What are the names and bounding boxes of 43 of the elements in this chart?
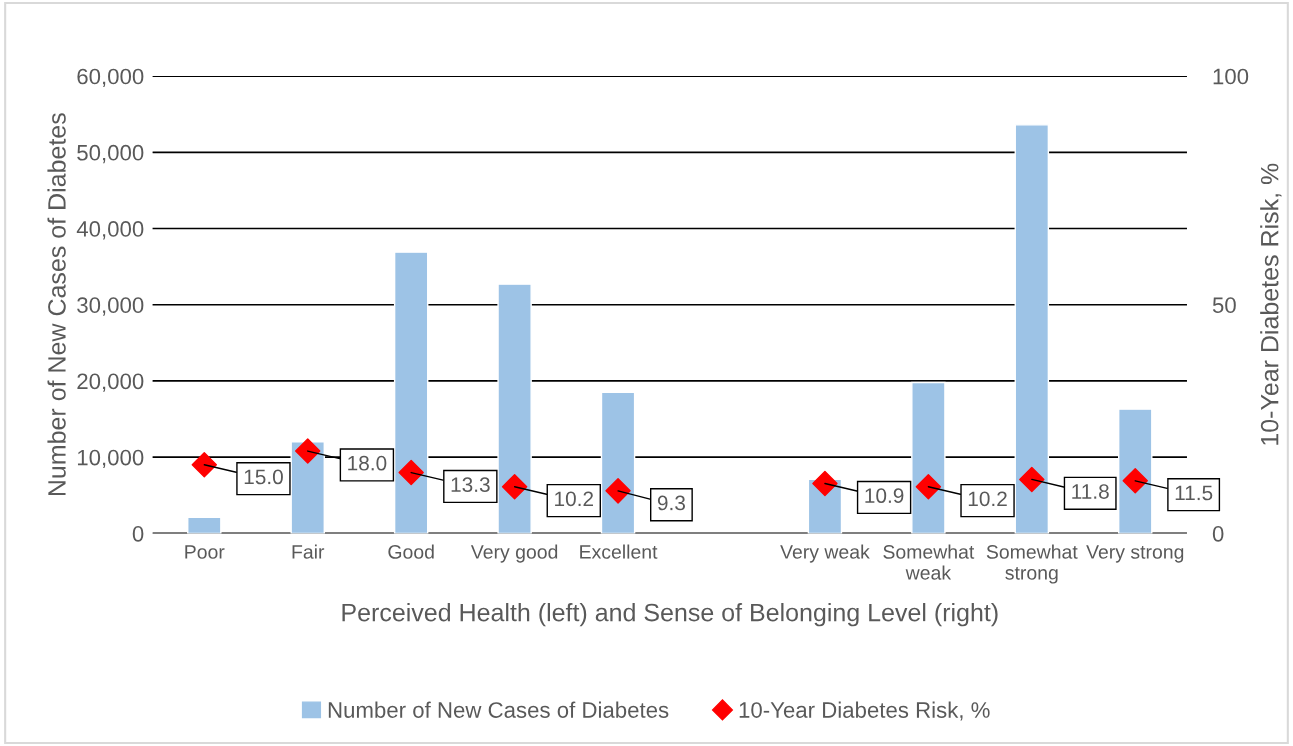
- y-tick-label: 50,000: [77, 144, 144, 164]
- x-tick-label: Very weak: [780, 544, 870, 563]
- y-tick-label: 10,000: [77, 449, 144, 469]
- x-tick-label: Somewhat strong: [986, 544, 1078, 584]
- y-tick-label: 30,000: [77, 297, 144, 316]
- y-tick-label: 20,000: [77, 373, 144, 392]
- data-label: 11.5: [1175, 485, 1213, 501]
- legend-label: Number of New Cases of Diabetes: [328, 701, 669, 718]
- x-tick-label: Fair: [292, 544, 325, 559]
- point: [501, 474, 528, 500]
- x-tick-label: Poor: [185, 545, 225, 559]
- point: [398, 459, 424, 486]
- data-label: 13.3: [451, 477, 490, 493]
- x-tick-label: Very strong: [1086, 545, 1184, 563]
- x-tick-label: Very good: [470, 544, 558, 563]
- y-tick-label: 40,000: [76, 221, 144, 240]
- data-label: 11.8: [1072, 484, 1109, 499]
- point: [1019, 466, 1045, 493]
- data-label: 10.2: [968, 491, 1007, 507]
- x-tick-label: Somewhat weak: [883, 544, 975, 580]
- bar: [187, 516, 222, 534]
- point: [295, 438, 321, 464]
- y2-tick-label: 100: [1213, 68, 1249, 85]
- point: [812, 470, 838, 497]
- data-label: 9.3: [657, 495, 685, 511]
- y2-tick-label: 0: [1212, 525, 1224, 542]
- x-tick-label: Excellent: [580, 544, 658, 559]
- x-axis-title: Perceived Health (left) and Sense of Belonging Level (right): [342, 603, 998, 627]
- y-tick-label: 60,000: [77, 68, 144, 87]
- point: [915, 474, 942, 500]
- data-label: 15.0: [244, 469, 283, 485]
- y-tick-label: 0: [132, 525, 144, 542]
- y2-axis-title: 10-Year Diabetes Risk, %: [1260, 163, 1282, 445]
- legend-label: 10-Year Diabetes Risk, %: [739, 701, 990, 721]
- point: [191, 452, 218, 478]
- x-tick-label: Good: [388, 544, 434, 559]
- y-axis-title: Number of New Cases of Diabetes: [47, 113, 66, 496]
- point: [605, 478, 631, 504]
- point: [1122, 468, 1148, 494]
- data-label: 10.9: [865, 488, 904, 504]
- data-label: 10.2: [555, 491, 593, 507]
- data-label: 18.0: [348, 455, 387, 471]
- y2-tick-label: 50: [1212, 297, 1236, 314]
